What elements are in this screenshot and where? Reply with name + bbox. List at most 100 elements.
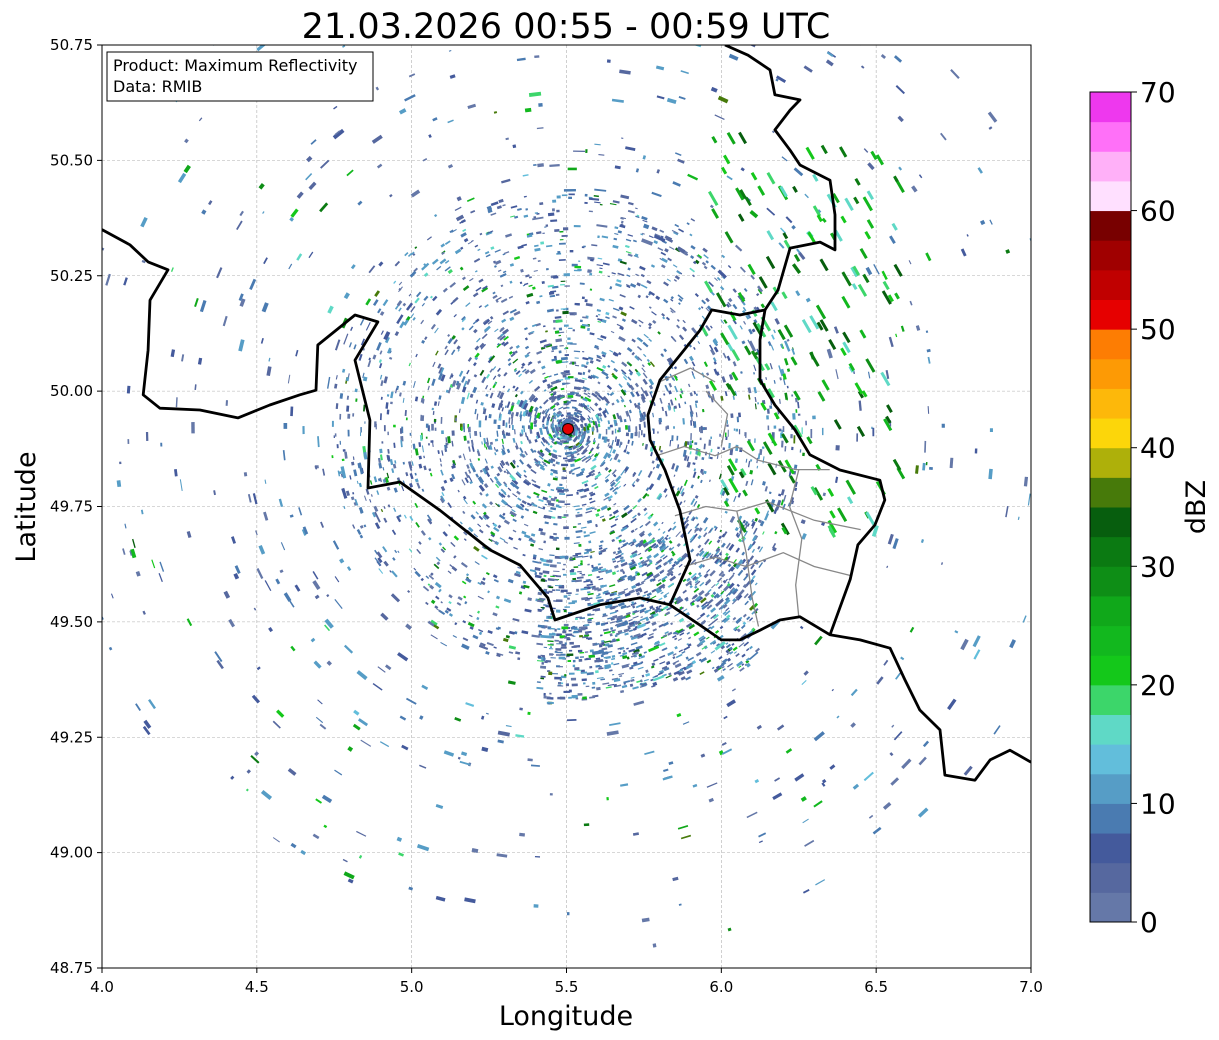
radar-echo: [563, 188, 576, 192]
radar-echo: [883, 659, 889, 666]
radar-echo: [544, 426, 548, 430]
radar-echo: [616, 279, 622, 283]
radar-echo: [475, 286, 482, 292]
radar-echo: [589, 332, 595, 336]
radar-echo: [954, 630, 959, 634]
radar-echo: [443, 479, 448, 484]
radar-echo: [794, 487, 798, 492]
radar-echo: [624, 444, 628, 452]
radar-echo: [693, 390, 697, 395]
radar-echo: [456, 196, 462, 202]
radar-echo: [458, 370, 464, 377]
radar-echo: [662, 586, 666, 589]
radar-echo: [560, 387, 565, 391]
radar-echo: [455, 380, 460, 386]
radar-echo: [521, 505, 525, 508]
radar-echo: [676, 319, 680, 322]
radar-echo: [364, 421, 366, 424]
radar-echo: [658, 597, 663, 601]
radar-echo: [234, 565, 241, 574]
radar-echo: [567, 376, 574, 379]
radar-echo: [631, 550, 638, 556]
radar-echo: [550, 488, 555, 492]
radar-echo: [543, 695, 547, 699]
data-source-text: Data: RMIB: [113, 77, 202, 96]
radar-echo: [351, 2, 356, 6]
radar-echo: [737, 492, 742, 498]
radar-echo: [459, 266, 464, 271]
radar-echo: [260, 337, 264, 344]
radar-echo: [728, 297, 733, 303]
radar-echo: [428, 134, 432, 139]
radar-echo: [612, 486, 619, 493]
radar-echo: [806, 436, 813, 445]
radar-echo: [642, 341, 649, 348]
radar-echo: [437, 401, 440, 406]
radar-echo: [509, 263, 515, 267]
radar-echo: [662, 621, 669, 627]
radar-echo: [440, 601, 443, 604]
radar-echo: [526, 502, 533, 507]
radar-echo: [689, 534, 696, 541]
radar-echo: [407, 589, 411, 594]
radar-echo: [298, 507, 303, 516]
radar-echo: [601, 640, 605, 643]
radar-echo: [656, 538, 661, 543]
radar-echo: [459, 408, 461, 413]
radar-echo: [607, 617, 613, 620]
radar-echo: [353, 709, 360, 716]
radar-echo: [430, 572, 434, 576]
radar-echo: [544, 521, 549, 525]
radar-echo: [478, 631, 483, 636]
radar-echo: [432, 117, 438, 122]
radar-echo: [396, 836, 403, 842]
radar-echo: [546, 696, 551, 700]
radar-echo: [629, 371, 633, 376]
radar-echo: [721, 741, 727, 746]
radar-echo: [637, 552, 642, 556]
radar-echo: [122, 548, 126, 555]
radar-echo: [496, 342, 501, 346]
radar-echo: [666, 97, 677, 105]
radar-echo: [642, 219, 648, 223]
radar-echo: [545, 330, 548, 333]
radar-echo: [345, 490, 350, 497]
radar-echo: [530, 448, 535, 454]
radar-echo: [658, 417, 663, 423]
radar-echo: [642, 155, 647, 160]
radar-echo: [620, 552, 624, 556]
radar-echo: [393, 280, 397, 284]
radar-echo: [549, 390, 554, 394]
radar-echo: [694, 442, 698, 445]
radar-echo: [398, 307, 402, 312]
radar-echo: [627, 361, 630, 364]
radar-echo: [509, 280, 513, 284]
radar-echo: [728, 53, 739, 61]
radar-echo: [682, 589, 687, 594]
radar-echo: [170, 349, 176, 358]
radar-echo: [558, 640, 563, 644]
radar-echo: [585, 361, 589, 365]
radar-echo: [568, 193, 575, 196]
radar-echo: [568, 630, 572, 632]
radar-echo: [611, 599, 616, 602]
radar-echo: [561, 361, 569, 364]
radar-echo: [708, 190, 719, 206]
radar-echo: [511, 425, 514, 431]
radar-echo: [383, 331, 391, 341]
radar-echo: [727, 927, 732, 932]
radar-echo: [363, 404, 366, 412]
radar-echo: [390, 593, 401, 603]
x-tick-label: 5.0: [400, 978, 424, 996]
radar-echo: [630, 654, 636, 658]
radar-echo: [515, 651, 521, 655]
radar-echo: [813, 800, 823, 808]
radar-echo: [675, 152, 682, 156]
radar-echo: [444, 266, 451, 272]
radar-echo: [841, 271, 852, 287]
radar-echo: [901, 758, 912, 770]
radar-echo: [562, 227, 569, 231]
radar-echo: [668, 761, 674, 766]
radar-echo: [454, 622, 458, 626]
radar-echo: [272, 837, 280, 843]
